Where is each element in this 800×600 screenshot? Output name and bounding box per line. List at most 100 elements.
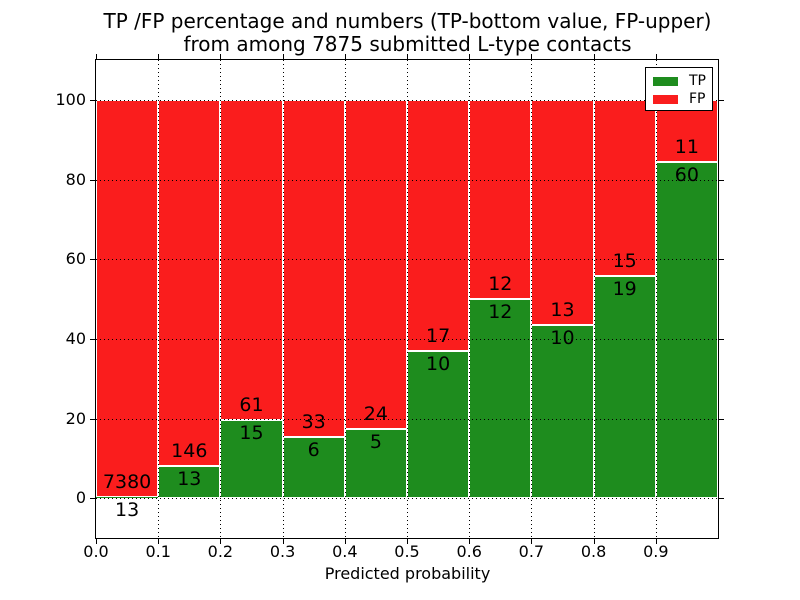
x-tick-label: 0.1 (145, 542, 171, 561)
bar-label-tp: 19 (612, 277, 637, 300)
bar-label-fp: 12 (488, 273, 513, 295)
bar-label-tp: 13 (115, 499, 140, 522)
bar-segment-tp (469, 299, 532, 499)
y-tick-mark (90, 338, 95, 340)
x-tick-label: 0.6 (456, 542, 482, 561)
bar-label-fp: 11 (674, 135, 699, 158)
y-tick-mark (719, 179, 724, 181)
x-tick-label: 0.4 (332, 542, 358, 561)
bar-segment-tp (593, 275, 656, 499)
gridline-v (593, 60, 595, 538)
legend-swatch-tp (653, 76, 678, 86)
bar-label-fp: 7380 (102, 471, 152, 494)
x-tick-mark (344, 54, 346, 59)
bar-label-tp: 13 (177, 467, 202, 490)
x-tick-mark (655, 539, 657, 544)
x-tick-mark (282, 539, 284, 544)
x-tick-mark (407, 54, 408, 59)
legend-swatch-fp (653, 94, 678, 104)
y-tick-mark (90, 498, 95, 500)
chart-title-line1: TP /FP percentage and numbers (TP-bottom… (103, 9, 712, 33)
bar-label-tp: 6 (307, 438, 320, 461)
y-tick-mark (719, 418, 724, 420)
legend-label: FP (689, 91, 706, 107)
bar-segment-fp (282, 99, 345, 437)
x-tick-mark (96, 54, 97, 59)
bar-label-tp: 10 (426, 352, 451, 375)
bar-label-tp: 12 (488, 301, 513, 323)
x-tick-mark (282, 54, 284, 59)
bar-label-fp: 24 (363, 403, 388, 426)
chart-title: TP /FP percentage and numbers (TP-bottom… (96, 10, 719, 56)
y-tick-mark (719, 99, 724, 101)
gridline-v (282, 60, 284, 538)
gridline-v (220, 60, 222, 538)
x-tick-label: 0.2 (207, 542, 234, 561)
gridline-h (96, 498, 718, 500)
x-tick-mark (655, 54, 657, 59)
x-tick-mark (531, 54, 533, 59)
x-tick-label: 0.8 (580, 542, 607, 561)
gridline-v (158, 60, 160, 538)
bar-segment-fp (344, 99, 407, 430)
x-tick-label: 0.0 (83, 542, 109, 561)
bar-segment-fp (531, 99, 594, 325)
gridline-h (96, 418, 718, 420)
y-tick-mark (719, 259, 724, 261)
gridline-v (655, 60, 657, 538)
x-tick-label: 0.3 (269, 542, 296, 561)
x-tick-mark (593, 54, 595, 59)
bar-segment-tp (96, 497, 159, 499)
bar-segment-fp (158, 99, 221, 466)
bar-segment-fp (593, 99, 656, 276)
legend-item: TP (653, 73, 712, 89)
x-tick-mark (344, 539, 346, 544)
gridline-h (96, 179, 718, 181)
bar-label-fp: 146 (171, 439, 208, 462)
bar-label-tp: 5 (369, 431, 382, 454)
bar-segment-fp (407, 99, 470, 351)
y-tick-mark (90, 418, 95, 420)
y-tick-mark (90, 99, 95, 101)
x-tick-mark (593, 539, 595, 544)
x-tick-label: 0.5 (394, 542, 420, 561)
bar-label-fp: 15 (612, 249, 637, 272)
y-tick-label: 0 (75, 488, 86, 508)
bar-segment-tp (344, 429, 407, 499)
y-tick-mark (719, 498, 724, 500)
gridline-v (344, 60, 346, 538)
bar-label-fp: 61 (239, 393, 264, 416)
bar-segment-tp (655, 161, 718, 499)
y-tick-label: 40 (65, 328, 86, 348)
y-tick-mark (719, 338, 724, 340)
bar-segment-fp (469, 99, 532, 299)
y-tick-mark (90, 259, 95, 261)
bar-label-fp: 13 (550, 298, 575, 321)
bar-segment-fp (96, 99, 159, 498)
legend-label: TP (689, 73, 706, 89)
gridline-h (96, 259, 718, 261)
y-tick-label: 20 (65, 408, 86, 428)
bar-segment-tp (531, 324, 594, 499)
y-tick-mark (90, 179, 95, 181)
bar-segment-tp (158, 465, 221, 499)
bar-label-tp: 60 (674, 163, 699, 186)
y-tick-label: 100 (55, 89, 86, 109)
y-tick-label: 60 (65, 249, 86, 269)
chart-title-line2: from among 7875 submitted L-type contact… (183, 32, 632, 56)
x-tick-label: 0.7 (518, 542, 545, 561)
bar-label-fp: 33 (301, 410, 326, 433)
x-tick-mark (407, 539, 408, 544)
x-tick-mark (158, 54, 160, 59)
plot-area: 0.0 0.1 0.2 0.3 0.4 0.5 0.6 0.7 0.8 0.9 0 20 40 60 80 1… (55, 54, 724, 561)
x-tick-mark (220, 539, 222, 544)
x-tick-mark (469, 539, 471, 544)
bar-segment-tp (407, 350, 470, 499)
legend-item: FP (653, 91, 712, 107)
x-tick-mark (531, 539, 533, 544)
x-axis-label: Predicted probability (324, 564, 491, 583)
bar-label-fp: 17 (426, 324, 451, 347)
x-tick-mark (158, 539, 160, 544)
gridline-v (469, 60, 471, 538)
